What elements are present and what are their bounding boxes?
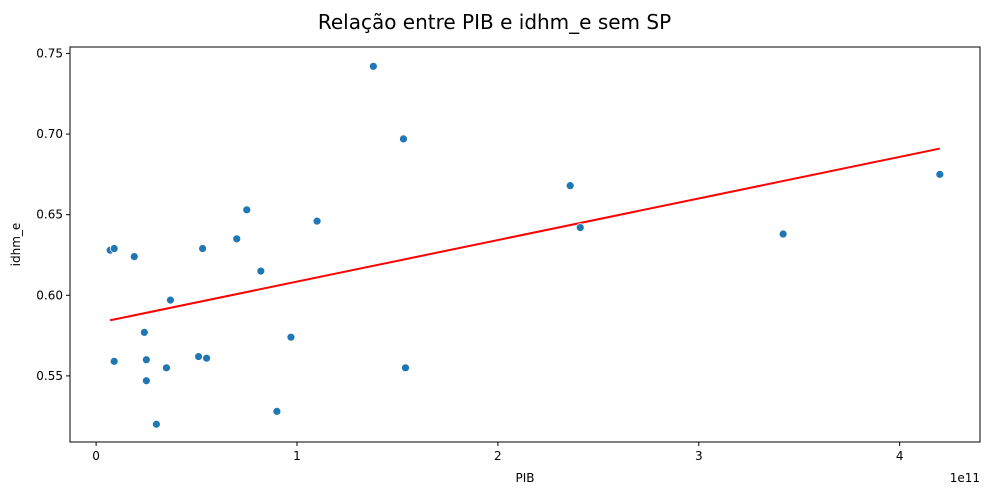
scatter-point bbox=[141, 355, 151, 365]
x-tick-label: 3 bbox=[695, 449, 703, 463]
scatter-point bbox=[272, 406, 282, 416]
plot-area bbox=[69, 46, 981, 443]
y-tick-label: 0.65 bbox=[36, 208, 63, 222]
scatter-point bbox=[242, 205, 252, 215]
trend-line bbox=[109, 147, 941, 322]
scatter-point bbox=[202, 353, 212, 363]
y-tick-label: 0.55 bbox=[36, 369, 63, 383]
trend-line-group bbox=[109, 147, 941, 322]
scatter-point bbox=[109, 244, 119, 253]
scatter-point bbox=[232, 234, 242, 244]
scatter-point bbox=[286, 332, 296, 342]
scatter-point bbox=[401, 363, 410, 373]
scatter-points bbox=[105, 61, 945, 429]
y-axis: 0.55 0.60 0.65 0.70 0.75 bbox=[36, 46, 70, 383]
y-tick-label: 0.70 bbox=[36, 127, 63, 141]
x-tick-label: 4 bbox=[896, 449, 904, 463]
scatter-point bbox=[368, 61, 378, 71]
scatter-point bbox=[399, 134, 408, 144]
y-tick-label: 0.75 bbox=[36, 46, 63, 60]
scatter-point bbox=[194, 352, 203, 361]
scatter-point bbox=[139, 327, 149, 337]
y-axis-label: idhm_e bbox=[9, 223, 23, 267]
x-tick-label: 2 bbox=[494, 449, 502, 463]
x-tick-label: 1 bbox=[293, 449, 301, 463]
scatter-point bbox=[162, 363, 171, 373]
y-tick-label: 0.60 bbox=[36, 288, 63, 302]
scatter-point bbox=[141, 376, 151, 386]
scatter-point bbox=[198, 244, 207, 253]
scatter-point bbox=[575, 223, 585, 232]
chart-title: Relação entre PIB e idhm_e sem SP bbox=[318, 10, 671, 34]
x-tick-label: 0 bbox=[92, 449, 100, 463]
x-axis: 0 1 2 3 4 bbox=[92, 442, 903, 463]
scatter-point bbox=[312, 216, 322, 226]
scatter-point bbox=[565, 181, 575, 191]
scatter-point bbox=[256, 266, 266, 276]
scatter-point bbox=[778, 229, 788, 239]
scatter-point bbox=[935, 169, 945, 179]
scatter-point bbox=[151, 419, 161, 429]
scatter-point bbox=[109, 356, 119, 366]
scatter-point bbox=[129, 252, 139, 261]
x-axis-offset-text: 1e11 bbox=[950, 471, 980, 485]
scatter-point bbox=[166, 295, 175, 305]
x-axis-label: PIB bbox=[515, 471, 534, 485]
